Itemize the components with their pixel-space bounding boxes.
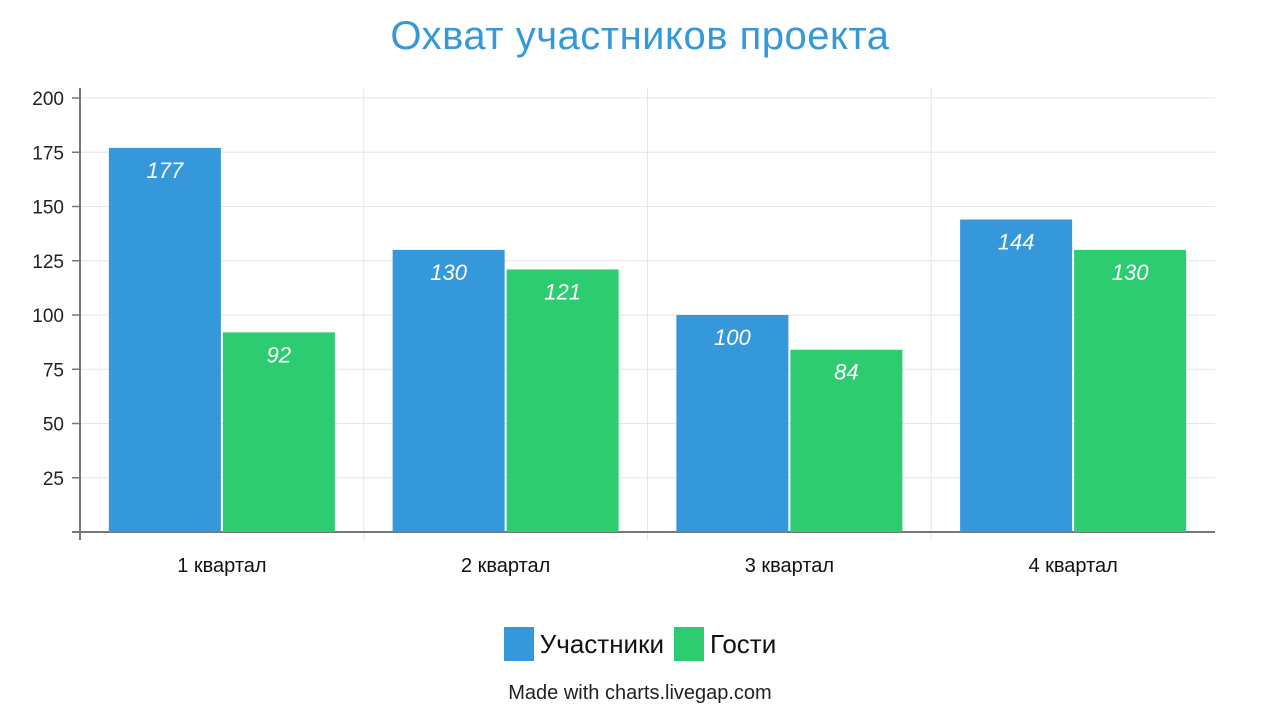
data-label: 84 [834,360,858,385]
x-tick-label: 1 квартал [177,555,266,577]
data-label: 177 [147,158,184,183]
bar [960,219,1073,532]
legend-swatch-participants [503,627,534,661]
y-tick-label: 75 [43,360,64,381]
bar [506,269,619,532]
legend-label-guests: Гости [709,628,777,659]
x-tick-label: 3 квартал [745,555,834,577]
chart-title: Охват участников проекта [390,14,890,58]
legend-item-guests[interactable]: Гости [673,627,777,661]
bar [392,249,505,532]
bar [222,332,335,532]
bar [108,147,221,532]
legend: Участники Гости [0,627,1280,661]
data-label: 100 [714,325,751,350]
y-tick-label: 200 [32,89,64,110]
data-label: 130 [1112,260,1149,285]
y-tick-label: 25 [43,469,64,490]
data-label: 121 [544,279,581,304]
data-label: 144 [998,230,1035,255]
legend-label-participants: Участники [539,628,664,659]
legend-item-participants[interactable]: Участники [503,627,664,661]
y-tick-label: 125 [32,252,64,273]
data-label: 92 [267,342,291,367]
bar [790,349,903,532]
y-tick-label: 150 [32,198,64,219]
y-tick-label: 175 [32,143,64,164]
y-tick-label: 50 [43,415,64,436]
y-tick-label: 100 [32,306,64,327]
x-tick-label: 4 квартал [1028,555,1117,577]
data-label: 130 [430,260,467,285]
bar [676,315,789,532]
bar [1074,249,1187,532]
legend-swatch-guests [673,627,704,661]
credit-text: Made with charts.livegap.com [508,682,772,704]
x-tick-label: 2 квартал [461,555,550,577]
